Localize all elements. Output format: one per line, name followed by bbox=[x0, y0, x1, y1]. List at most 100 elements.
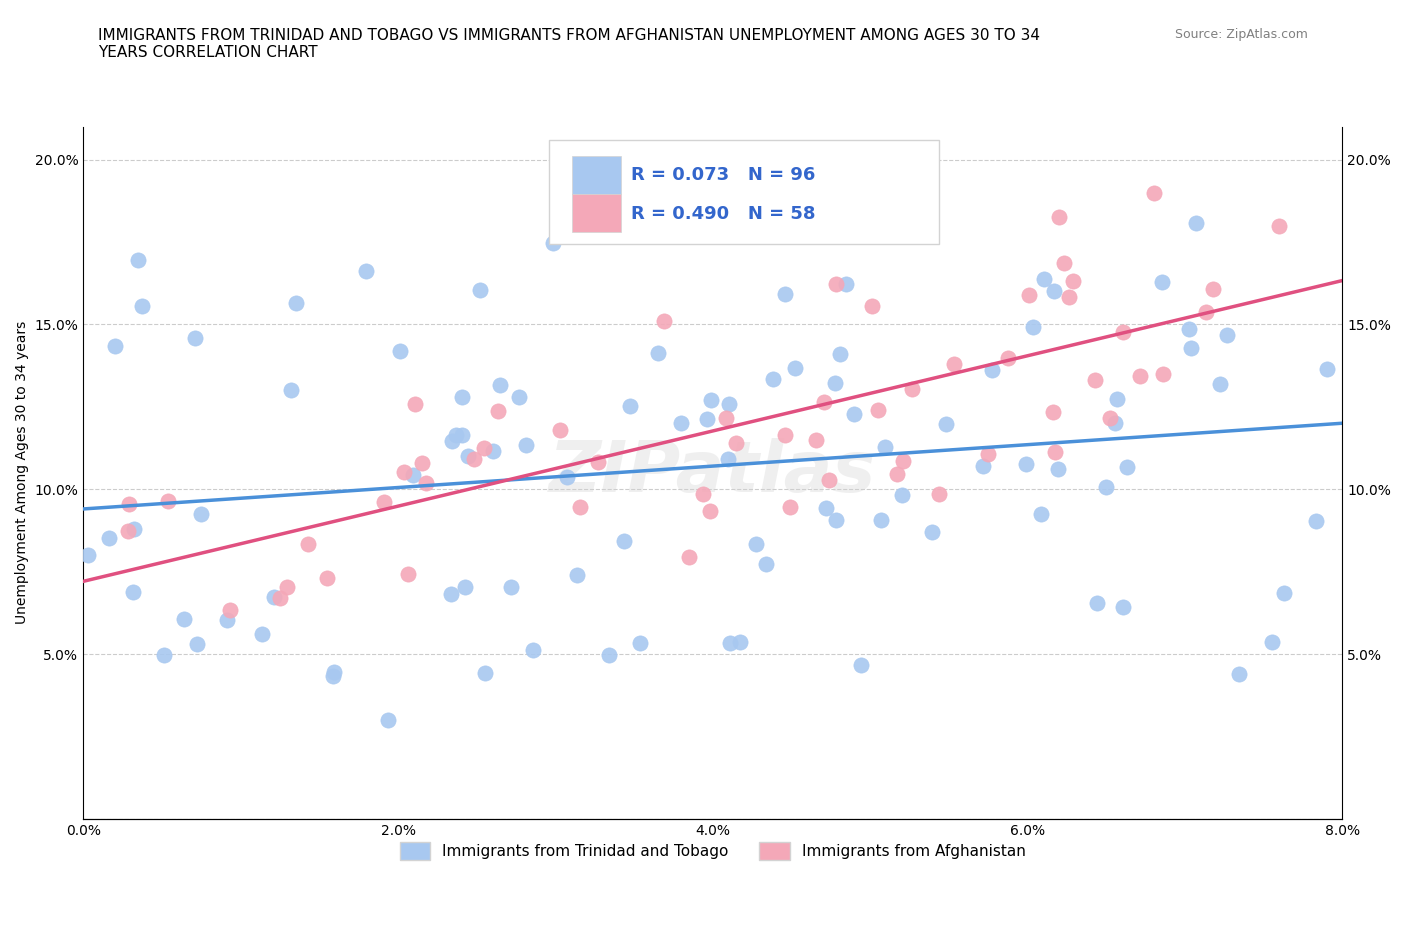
Point bbox=[1029, 507, 1052, 522]
Point bbox=[928, 487, 950, 502]
Point bbox=[647, 345, 669, 360]
Point bbox=[745, 537, 768, 551]
Point bbox=[486, 403, 509, 418]
Point bbox=[127, 253, 149, 268]
Point bbox=[844, 406, 866, 421]
Point bbox=[474, 441, 496, 456]
Point bbox=[322, 669, 344, 684]
Point bbox=[252, 627, 274, 642]
Point bbox=[849, 658, 872, 672]
Point bbox=[1305, 513, 1327, 528]
Point bbox=[862, 299, 884, 313]
Point bbox=[515, 437, 537, 452]
Point bbox=[1272, 585, 1295, 600]
Point bbox=[104, 339, 127, 353]
Point bbox=[943, 357, 966, 372]
Point bbox=[388, 343, 411, 358]
Point bbox=[900, 382, 922, 397]
Point bbox=[1261, 635, 1284, 650]
Point bbox=[1084, 373, 1107, 388]
Point bbox=[404, 396, 426, 411]
Point bbox=[714, 410, 737, 425]
Point bbox=[1143, 185, 1166, 200]
Point bbox=[444, 427, 467, 442]
Point bbox=[1085, 596, 1108, 611]
Point bbox=[1209, 376, 1232, 391]
Point bbox=[1129, 368, 1152, 383]
Point bbox=[173, 612, 195, 627]
Point bbox=[1227, 667, 1250, 682]
Point bbox=[297, 537, 319, 551]
Point bbox=[1112, 325, 1135, 339]
Point bbox=[1015, 457, 1038, 472]
Point bbox=[972, 458, 994, 473]
FancyBboxPatch shape bbox=[572, 156, 621, 193]
Point bbox=[678, 549, 700, 564]
Point bbox=[1112, 600, 1135, 615]
Point bbox=[522, 643, 544, 658]
Point bbox=[870, 512, 893, 527]
Point bbox=[190, 506, 212, 521]
Point bbox=[157, 493, 180, 508]
Point bbox=[775, 286, 797, 301]
Point bbox=[1202, 282, 1225, 297]
Point bbox=[488, 378, 510, 392]
Point bbox=[98, 531, 121, 546]
Text: R = 0.490   N = 58: R = 0.490 N = 58 bbox=[631, 205, 815, 223]
Point bbox=[215, 612, 238, 627]
Point bbox=[280, 382, 302, 397]
Point bbox=[762, 371, 785, 386]
Point bbox=[548, 422, 571, 437]
Point bbox=[813, 394, 835, 409]
Point bbox=[454, 579, 477, 594]
Point bbox=[891, 454, 914, 469]
Point bbox=[440, 434, 463, 449]
FancyBboxPatch shape bbox=[550, 140, 939, 245]
Point bbox=[725, 435, 748, 450]
Point bbox=[263, 590, 285, 604]
Point bbox=[598, 648, 620, 663]
Point bbox=[1268, 219, 1291, 233]
Point bbox=[692, 486, 714, 501]
Point bbox=[935, 417, 957, 432]
Point bbox=[415, 476, 437, 491]
Point bbox=[825, 513, 848, 528]
FancyBboxPatch shape bbox=[572, 194, 621, 232]
Point bbox=[717, 451, 740, 466]
Point bbox=[1047, 209, 1070, 224]
Y-axis label: Unemployment Among Ages 30 to 34 years: Unemployment Among Ages 30 to 34 years bbox=[15, 321, 30, 624]
Point bbox=[1115, 459, 1137, 474]
Point bbox=[153, 648, 176, 663]
Point bbox=[474, 665, 496, 680]
Point bbox=[700, 393, 723, 408]
Point bbox=[451, 427, 474, 442]
Text: ZIPatlas: ZIPatlas bbox=[550, 438, 876, 507]
Point bbox=[1180, 340, 1202, 355]
Point bbox=[886, 466, 908, 481]
Point bbox=[1316, 362, 1339, 377]
Point bbox=[118, 497, 141, 512]
Point bbox=[908, 217, 931, 232]
Point bbox=[815, 500, 838, 515]
Point bbox=[131, 299, 153, 314]
Point bbox=[219, 603, 242, 618]
Point bbox=[183, 330, 205, 345]
Point bbox=[981, 362, 1004, 377]
Point bbox=[117, 524, 139, 538]
Point bbox=[1195, 305, 1218, 320]
Point bbox=[440, 586, 463, 601]
Point bbox=[508, 390, 530, 405]
Point bbox=[1046, 462, 1069, 477]
Point bbox=[1022, 319, 1045, 334]
Point bbox=[482, 444, 505, 458]
Point bbox=[652, 314, 675, 329]
Point bbox=[860, 218, 883, 232]
Point bbox=[555, 470, 578, 485]
Point bbox=[773, 428, 796, 443]
Point bbox=[825, 277, 848, 292]
Point bbox=[411, 456, 433, 471]
Point bbox=[1033, 271, 1056, 286]
Text: Source: ZipAtlas.com: Source: ZipAtlas.com bbox=[1174, 28, 1308, 41]
Point bbox=[873, 440, 896, 455]
Point bbox=[1216, 327, 1239, 342]
